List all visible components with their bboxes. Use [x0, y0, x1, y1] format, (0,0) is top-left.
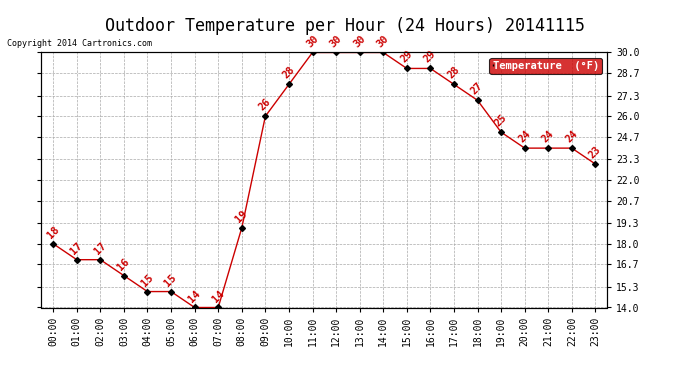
- Text: Outdoor Temperature per Hour (24 Hours) 20141115: Outdoor Temperature per Hour (24 Hours) …: [105, 17, 585, 35]
- Legend: Temperature  (°F): Temperature (°F): [489, 58, 602, 74]
- Text: 29: 29: [422, 49, 438, 65]
- Text: 30: 30: [328, 33, 344, 49]
- Text: 24: 24: [516, 129, 532, 145]
- Text: 18: 18: [45, 224, 61, 240]
- Text: 23: 23: [587, 145, 603, 160]
- Text: 14: 14: [210, 288, 226, 304]
- Text: 17: 17: [68, 240, 84, 256]
- Text: 27: 27: [469, 81, 485, 97]
- Text: 14: 14: [186, 288, 202, 304]
- Text: 28: 28: [281, 65, 297, 81]
- Text: 24: 24: [540, 129, 556, 145]
- Text: 17: 17: [92, 240, 108, 256]
- Text: 15: 15: [139, 272, 155, 288]
- Text: 26: 26: [257, 97, 273, 113]
- Text: 30: 30: [375, 33, 391, 49]
- Text: 29: 29: [399, 49, 415, 65]
- Text: 15: 15: [163, 272, 179, 288]
- Text: 25: 25: [493, 113, 509, 129]
- Text: Copyright 2014 Cartronics.com: Copyright 2014 Cartronics.com: [7, 39, 152, 48]
- Text: 30: 30: [351, 33, 367, 49]
- Text: 24: 24: [564, 129, 580, 145]
- Text: 19: 19: [233, 209, 249, 224]
- Text: 28: 28: [446, 65, 462, 81]
- Text: 16: 16: [116, 256, 132, 272]
- Text: 30: 30: [304, 33, 320, 49]
